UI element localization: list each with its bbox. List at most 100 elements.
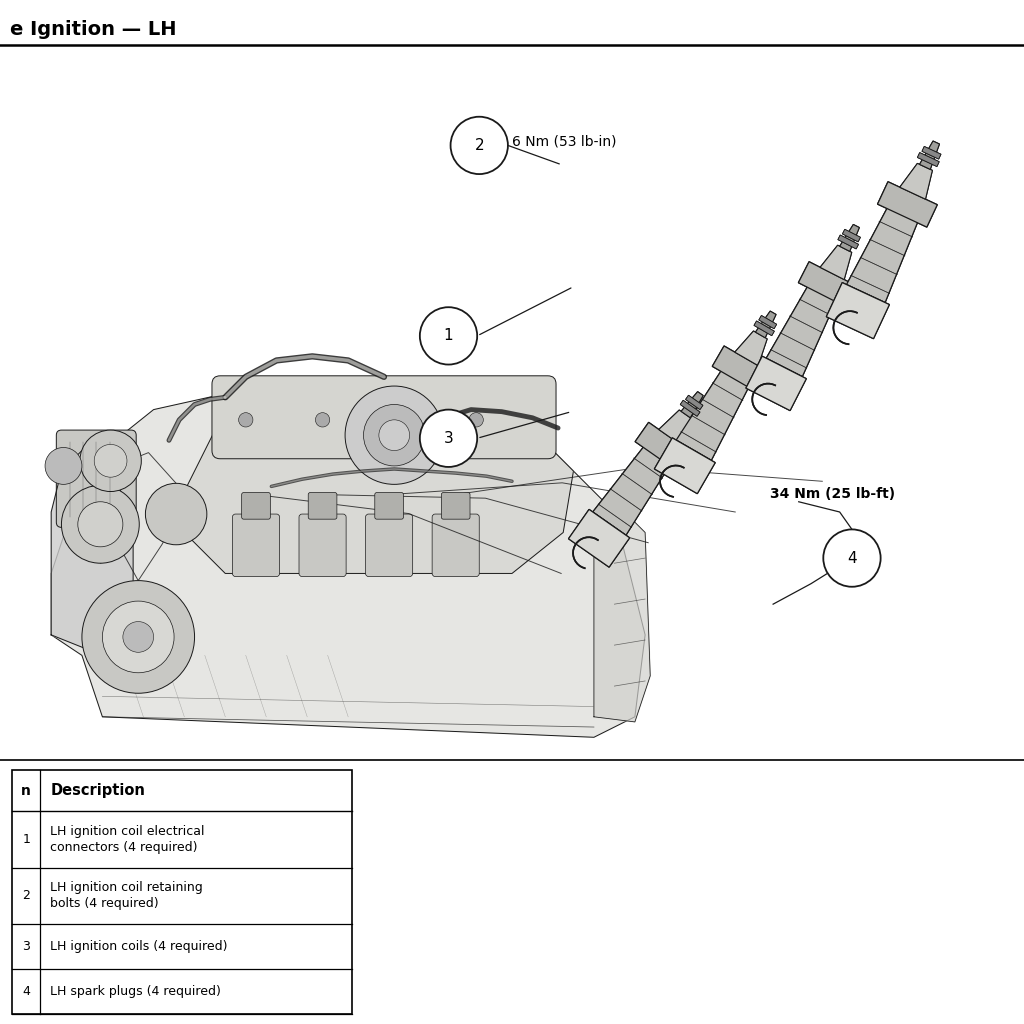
Polygon shape: [826, 283, 890, 339]
FancyBboxPatch shape: [308, 493, 337, 519]
Circle shape: [80, 430, 141, 492]
Text: 3: 3: [443, 431, 454, 445]
Polygon shape: [676, 367, 751, 461]
FancyBboxPatch shape: [299, 514, 346, 577]
Polygon shape: [713, 346, 769, 392]
Text: 1: 1: [443, 329, 454, 343]
Text: Description: Description: [50, 783, 145, 799]
Polygon shape: [685, 395, 702, 410]
Circle shape: [345, 386, 443, 484]
Polygon shape: [920, 141, 939, 169]
Circle shape: [102, 601, 174, 673]
Circle shape: [379, 420, 410, 451]
Polygon shape: [900, 164, 933, 200]
Polygon shape: [681, 391, 703, 418]
Polygon shape: [766, 283, 838, 377]
Polygon shape: [735, 331, 767, 366]
Polygon shape: [843, 229, 860, 242]
Polygon shape: [680, 400, 700, 416]
Text: 4: 4: [23, 985, 30, 997]
FancyBboxPatch shape: [56, 430, 136, 527]
Circle shape: [61, 485, 139, 563]
Text: LH ignition coils (4 required): LH ignition coils (4 required): [50, 940, 228, 952]
Polygon shape: [654, 438, 715, 494]
Polygon shape: [922, 146, 941, 159]
Polygon shape: [820, 245, 852, 280]
Polygon shape: [593, 443, 672, 536]
Polygon shape: [878, 181, 937, 227]
Text: 6 Nm (53 lb-in): 6 Nm (53 lb-in): [512, 134, 616, 148]
Text: 2: 2: [474, 138, 484, 153]
Polygon shape: [900, 164, 933, 200]
FancyBboxPatch shape: [212, 376, 556, 459]
Polygon shape: [922, 146, 941, 159]
Polygon shape: [681, 391, 703, 418]
Polygon shape: [820, 245, 852, 280]
Polygon shape: [799, 262, 855, 306]
Bar: [12, 770, 352, 1014]
Circle shape: [823, 529, 881, 587]
Text: e Ignition — LH: e Ignition — LH: [10, 20, 177, 40]
Polygon shape: [754, 321, 774, 336]
Polygon shape: [843, 229, 860, 242]
Polygon shape: [593, 443, 672, 536]
Polygon shape: [568, 509, 630, 567]
Circle shape: [239, 413, 253, 427]
Circle shape: [315, 413, 330, 427]
Polygon shape: [568, 509, 630, 567]
Circle shape: [45, 447, 82, 484]
Polygon shape: [654, 438, 715, 494]
Polygon shape: [658, 410, 692, 445]
Polygon shape: [713, 346, 769, 392]
Circle shape: [392, 413, 407, 427]
Circle shape: [78, 502, 123, 547]
FancyBboxPatch shape: [432, 514, 479, 577]
Polygon shape: [635, 422, 691, 471]
Polygon shape: [799, 262, 855, 306]
Polygon shape: [594, 502, 650, 722]
Polygon shape: [847, 204, 920, 302]
Polygon shape: [685, 395, 702, 410]
Circle shape: [145, 483, 207, 545]
Text: 34 Nm (25 lb-ft): 34 Nm (25 lb-ft): [770, 486, 895, 501]
Polygon shape: [754, 321, 774, 336]
Text: 4: 4: [847, 551, 857, 565]
Polygon shape: [840, 224, 859, 251]
Polygon shape: [745, 356, 806, 411]
Polygon shape: [840, 224, 859, 251]
Polygon shape: [878, 181, 937, 227]
Circle shape: [420, 307, 477, 365]
Circle shape: [364, 404, 425, 466]
Polygon shape: [51, 379, 645, 737]
FancyBboxPatch shape: [232, 514, 280, 577]
Text: 3: 3: [23, 940, 30, 952]
Text: LH ignition coil retaining
bolts (4 required): LH ignition coil retaining bolts (4 requ…: [50, 881, 203, 910]
FancyBboxPatch shape: [242, 493, 270, 519]
Text: LH ignition coil electrical
connectors (4 required): LH ignition coil electrical connectors (…: [50, 824, 205, 854]
Polygon shape: [635, 422, 691, 471]
Polygon shape: [680, 400, 700, 416]
FancyBboxPatch shape: [375, 493, 403, 519]
Polygon shape: [759, 315, 776, 329]
Polygon shape: [920, 141, 939, 169]
Polygon shape: [658, 410, 692, 445]
Polygon shape: [735, 331, 767, 366]
Circle shape: [451, 117, 508, 174]
Polygon shape: [756, 311, 776, 338]
Polygon shape: [826, 283, 890, 339]
Polygon shape: [745, 356, 806, 411]
Polygon shape: [918, 153, 939, 167]
Polygon shape: [847, 204, 920, 302]
Circle shape: [469, 413, 483, 427]
FancyBboxPatch shape: [366, 514, 413, 577]
Text: LH spark plugs (4 required): LH spark plugs (4 required): [50, 985, 221, 997]
Circle shape: [420, 410, 477, 467]
Circle shape: [94, 444, 127, 477]
FancyBboxPatch shape: [441, 493, 470, 519]
Circle shape: [123, 622, 154, 652]
Polygon shape: [838, 236, 858, 249]
Circle shape: [82, 581, 195, 693]
Polygon shape: [838, 236, 858, 249]
Polygon shape: [676, 367, 751, 461]
Polygon shape: [174, 410, 573, 573]
